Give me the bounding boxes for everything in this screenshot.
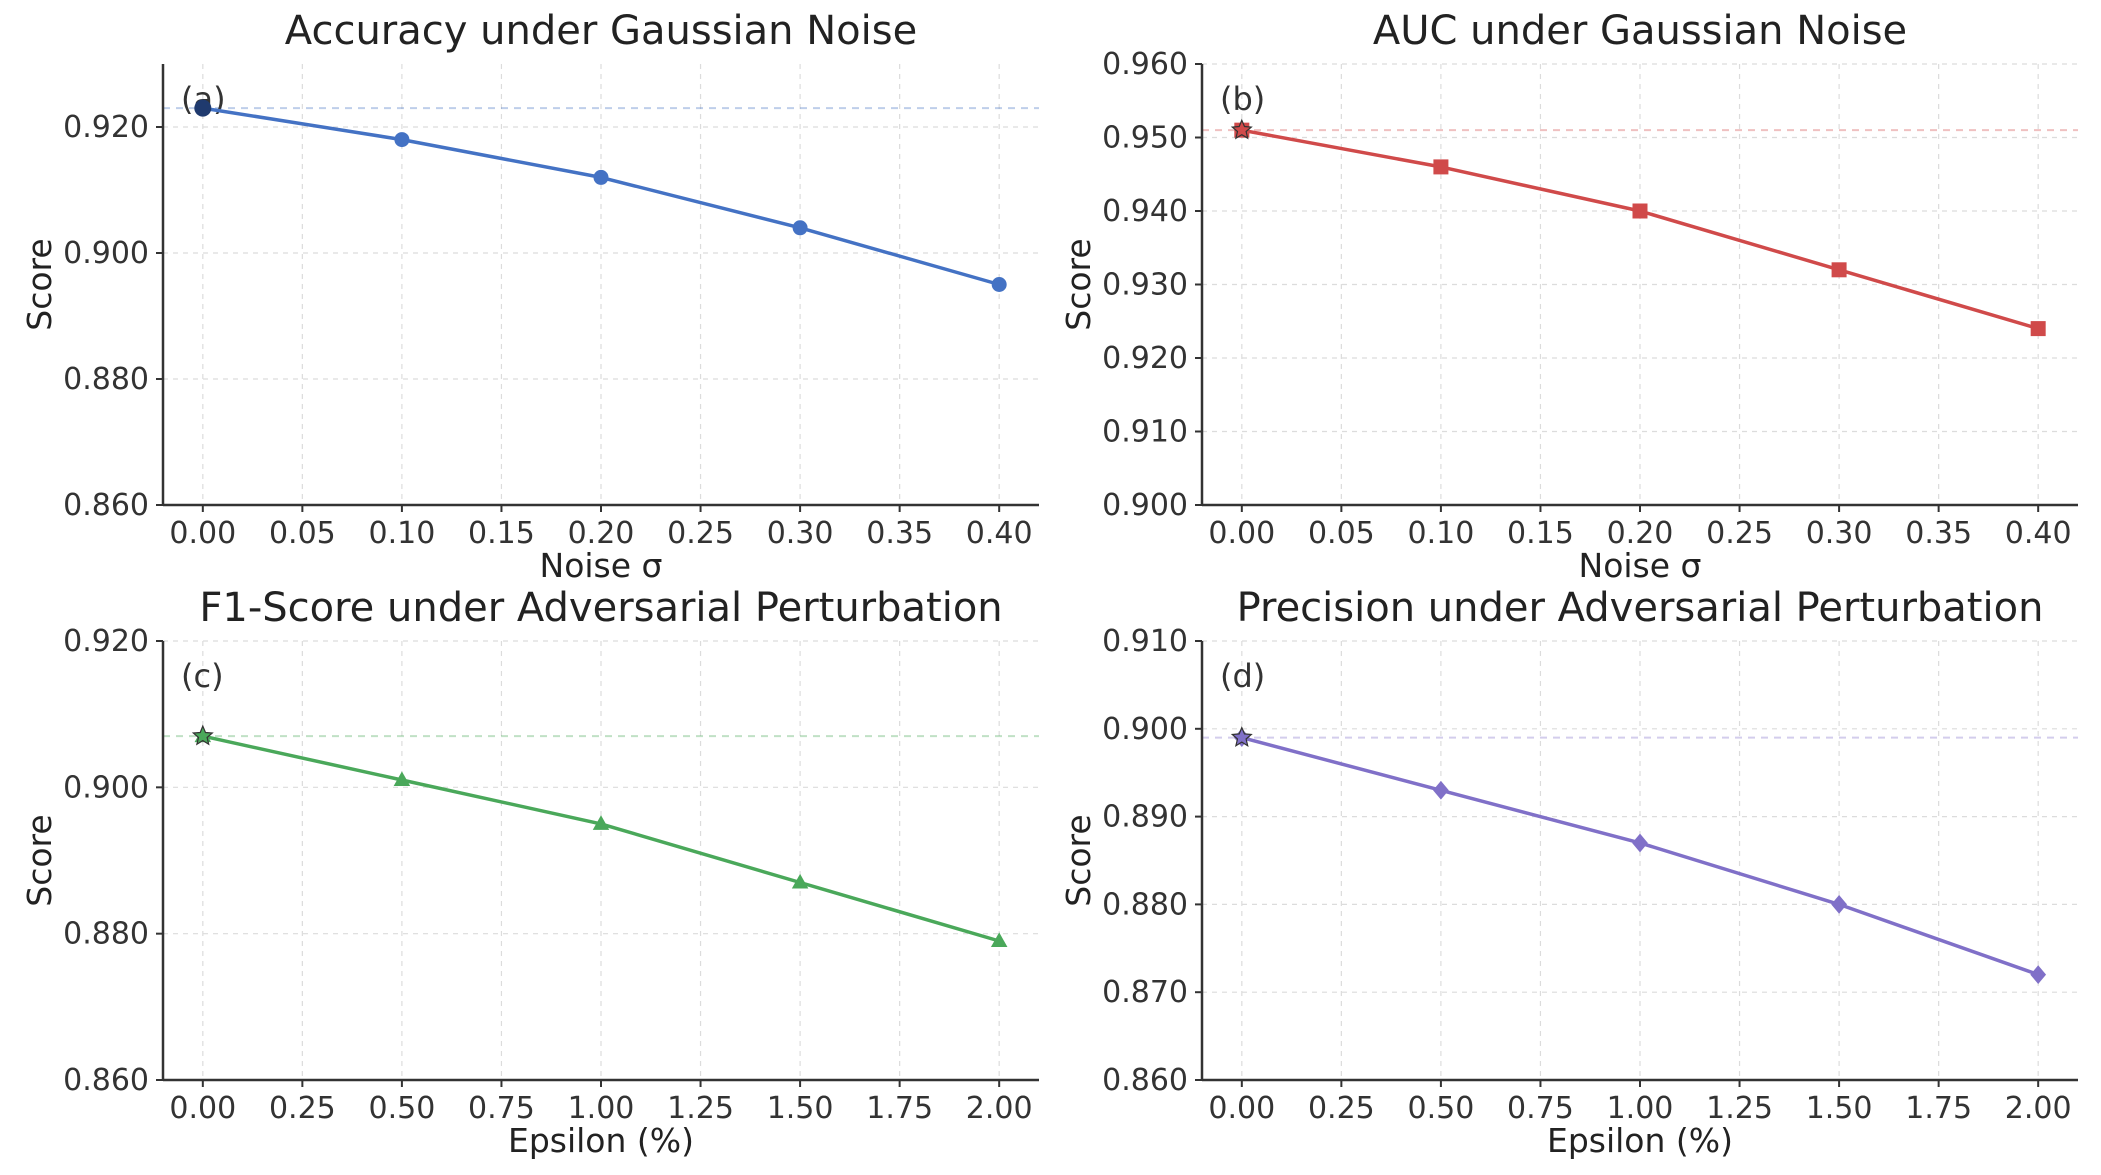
x-tick-label: 0.75 [468, 1091, 535, 1126]
x-tick-label: 0.75 [1507, 1091, 1574, 1126]
panel-label: (d) [1220, 657, 1265, 695]
y-tick-label: 0.870 [1102, 975, 1188, 1010]
chart-panel-4: 0.00 0.25 0.50 0.75 1.00 1.25 1.50 1.75 2.00 0.86… [1059, 585, 2078, 1160]
x-tick-label: 0.10 [1408, 516, 1475, 551]
data-point-marker [1433, 159, 1449, 175]
series-line [202, 734, 1000, 943]
data-point-marker [2030, 965, 2047, 985]
y-tick-label: 0.910 [1102, 624, 1188, 659]
data-point-marker [593, 169, 609, 185]
y-axis-label: Score [20, 238, 59, 330]
baseline-point-highlight [194, 99, 212, 117]
data-point-marker [1831, 262, 1847, 278]
x-tick-label: 1.25 [1706, 1091, 1773, 1126]
y-tick-label: 0.920 [1102, 341, 1188, 376]
x-tick-label: 0.05 [269, 516, 336, 551]
x-tick-label: 0.50 [1408, 1091, 1475, 1126]
x-tick-label: 0.20 [1607, 516, 1674, 551]
chart-panel-1: 0.00 0.05 0.10 0.15 0.20 0.25 0.30 0.35 0.40 0.86… [20, 8, 1039, 585]
x-tick-label: 0.40 [2005, 516, 2072, 551]
y-tick-label: 0.900 [1102, 712, 1188, 747]
x-tick-label: 0.15 [468, 516, 535, 551]
x-axis-label: Noise σ [540, 546, 663, 585]
chart-title: AUC under Gaussian Noise [1373, 8, 1907, 54]
x-tick-label: 0.25 [269, 1091, 336, 1126]
chart-title: Precision under Adversarial Perturbation [1237, 585, 2044, 631]
chart-title: F1-Score under Adversarial Perturbation [199, 585, 1002, 631]
data-point-marker [1831, 895, 1847, 914]
y-axis-label: Score [1059, 814, 1098, 906]
y-tick-label: 0.900 [1102, 488, 1188, 523]
y-tick-label: 0.880 [63, 362, 149, 397]
data-point-marker [394, 132, 410, 148]
data-point-marker [791, 873, 809, 889]
chart-panel-2: 0.00 0.05 0.10 0.15 0.20 0.25 0.30 0.35 0.40 0.90… [1059, 8, 2078, 585]
x-axis-label: Epsilon (%) [508, 1121, 694, 1160]
baseline-star-marker [1230, 726, 1253, 747]
panel-label: (b) [1220, 80, 1265, 118]
x-tick-label: 2.00 [2005, 1091, 2072, 1126]
x-tick-label: 1.75 [1905, 1091, 1972, 1126]
x-tick-label: 0.00 [1208, 1091, 1275, 1126]
data-point-marker [991, 277, 1007, 292]
y-tick-label: 0.930 [1102, 268, 1188, 303]
data-point-marker [592, 815, 610, 830]
x-tick-label: 0.15 [1507, 516, 1574, 551]
data-point-marker [1632, 833, 1648, 853]
chart-panel-3: 0.00 0.25 0.50 0.75 1.00 1.25 1.50 1.75 2.00 0.86… [20, 585, 1039, 1160]
y-tick-label: 0.860 [63, 1063, 149, 1098]
x-axis-label: Epsilon (%) [1547, 1121, 1733, 1160]
y-tick-label: 0.880 [1102, 887, 1188, 922]
x-tick-label: 1.75 [866, 1091, 933, 1126]
y-tick-label: 0.860 [63, 488, 149, 523]
x-tick-label: 0.25 [667, 516, 734, 551]
x-tick-label: 0.25 [1308, 1091, 1375, 1126]
x-tick-label: 0.00 [1208, 516, 1275, 551]
y-tick-label: 0.860 [1102, 1063, 1188, 1098]
x-tick-label: 0.25 [1706, 516, 1773, 551]
y-tick-label: 0.960 [1102, 47, 1188, 82]
x-tick-label: 1.00 [1607, 1091, 1674, 1126]
baseline-star-marker [191, 724, 214, 746]
y-tick-label: 0.950 [1102, 121, 1188, 156]
x-tick-label: 1.50 [767, 1091, 834, 1126]
data-point-marker [1433, 780, 1449, 800]
x-tick-label: 1.50 [1806, 1091, 1873, 1126]
data-point-marker [990, 932, 1008, 947]
x-tick-label: 0.00 [169, 516, 236, 551]
panel-label: (c) [181, 657, 224, 695]
y-tick-label: 0.880 [63, 917, 149, 952]
x-tick-label: 0.35 [1905, 516, 1972, 551]
x-tick-label: 0.20 [568, 516, 635, 551]
y-tick-label: 0.900 [63, 770, 149, 805]
x-tick-label: 1.00 [568, 1091, 635, 1126]
x-tick-label: 0.35 [866, 516, 933, 551]
y-axis-label: Score [1059, 238, 1098, 330]
x-tick-label: 1.25 [667, 1091, 734, 1126]
x-tick-label: 2.00 [966, 1091, 1033, 1126]
data-point-marker [1632, 203, 1648, 219]
y-tick-label: 0.910 [1102, 415, 1188, 450]
x-tick-label: 0.10 [369, 516, 436, 551]
data-point-marker [2030, 321, 2046, 337]
data-point-marker [393, 771, 411, 787]
baseline-star-marker [1230, 118, 1253, 140]
y-tick-label: 0.920 [63, 624, 149, 659]
x-axis-label: Noise σ [1579, 546, 1702, 585]
x-tick-label: 0.50 [369, 1091, 436, 1126]
x-tick-label: 0.00 [169, 1091, 236, 1126]
y-tick-label: 0.900 [63, 236, 149, 271]
x-tick-label: 0.05 [1308, 516, 1375, 551]
y-axis-label: Score [20, 814, 59, 906]
data-point-marker [792, 220, 808, 236]
y-tick-label: 0.940 [1102, 194, 1188, 229]
y-tick-label: 0.890 [1102, 800, 1188, 835]
x-tick-label: 0.40 [966, 516, 1033, 551]
chart-title: Accuracy under Gaussian Noise [285, 8, 917, 54]
y-tick-label: 0.920 [63, 110, 149, 145]
x-tick-label: 0.30 [1806, 516, 1873, 551]
x-tick-label: 0.30 [767, 516, 834, 551]
